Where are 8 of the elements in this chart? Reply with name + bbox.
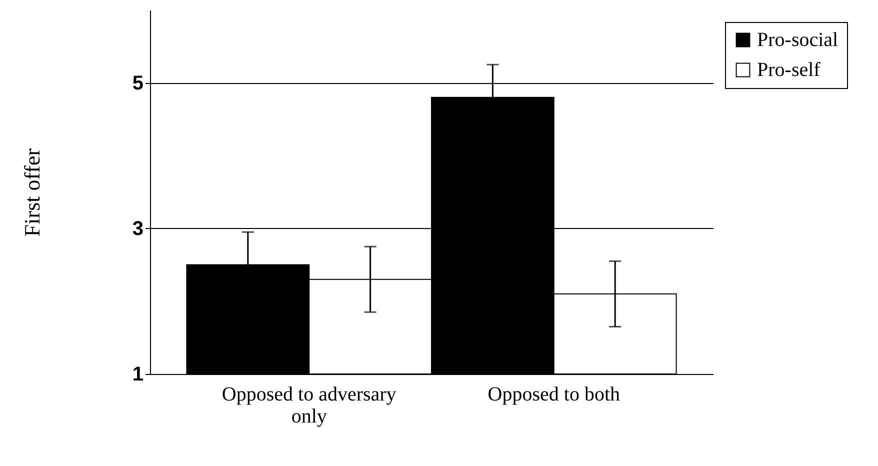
y-tick-label: 5 (132, 72, 144, 94)
legend-label: Pro-social (757, 29, 839, 51)
y-tick-label: 3 (132, 218, 144, 240)
y-tick-label: 1 (132, 364, 144, 386)
legend-label: Pro-self (757, 59, 821, 81)
x-tick-label: Opposed to adversary only (222, 384, 396, 428)
y-axis-title: First offer (19, 148, 44, 237)
x-tick-label: Opposed to both (488, 384, 620, 406)
